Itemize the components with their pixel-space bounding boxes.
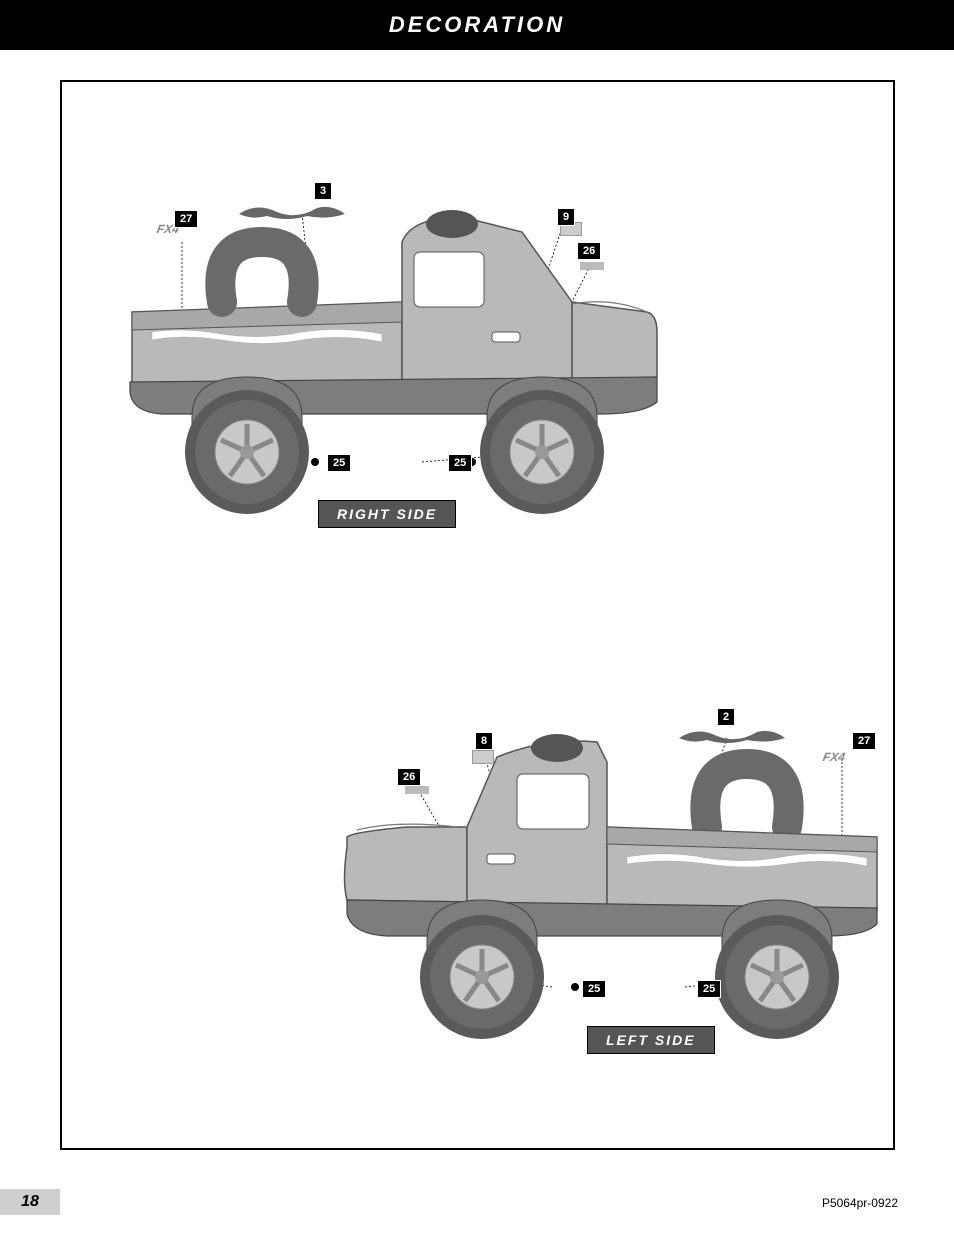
header-bar: DECORATION [0,0,954,50]
callout-9: 9 [557,208,575,226]
truck-illustration-left [297,702,897,1062]
callout-25a: 25 [582,980,606,998]
callout-26: 26 [397,768,421,786]
page-number: 18 [21,1193,39,1211]
page-number-tab: 18 [0,1189,60,1215]
page-title: DECORATION [389,12,565,38]
callout-8: 8 [475,732,493,750]
callout-25a: 25 [327,454,351,472]
fx4-decal-icon: FX4 [822,750,846,764]
truck-illustration-right [102,182,662,542]
callout-27: 27 [852,732,876,750]
page-footer: 18 P5064pr-0922 [0,1191,954,1235]
callout-2: 2 [717,708,735,726]
callout-25b: 25 [697,980,721,998]
diagram-frame: FX4 [60,80,895,1150]
truck-left-side: FX4 [297,702,857,1067]
callout-3: 3 [314,182,332,200]
decal-small-icon [580,262,604,270]
callout-27: 27 [174,210,198,228]
callout-25b: 25 [448,454,472,472]
splash-decal-icon [237,200,347,224]
right-side-label: RIGHT SIDE [318,500,456,528]
truck-right-side: FX4 [102,182,662,547]
decal-small-icon [405,786,429,794]
left-side-label: LEFT SIDE [587,1026,715,1054]
decal-swatch-icon [472,750,494,764]
splash-decal-icon [677,724,787,748]
callout-26: 26 [577,242,601,260]
document-id: P5064pr-0922 [822,1196,898,1210]
